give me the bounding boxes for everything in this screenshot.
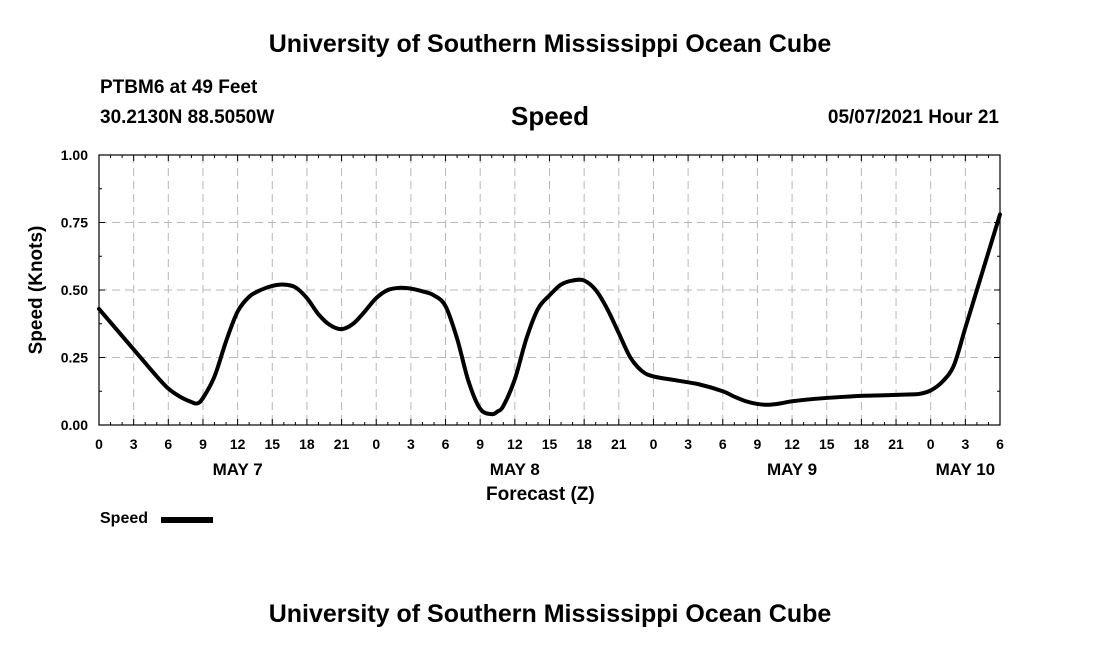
axis-labels: 0 3 6 9 12 15 18 21 0 3 6 9 12 15 18 21 0 3 6 9 12 15 18 21 0 3 6 0… <box>61 147 1004 479</box>
x-tick-label: 21 <box>888 436 904 452</box>
y-tick-label: 0.75 <box>61 215 88 231</box>
x-tick-label: 15 <box>819 436 835 452</box>
x-tick-label: 12 <box>507 436 523 452</box>
x-tick-label: 21 <box>334 436 350 452</box>
x-tick-label: 0 <box>650 436 658 452</box>
legend-swatch <box>161 517 213 523</box>
grid-lines <box>99 155 1000 425</box>
day-label: MAY 7 <box>213 460 263 479</box>
x-tick-label: 6 <box>442 436 450 452</box>
x-tick-label: 3 <box>130 436 138 452</box>
coordinates-label: 30.2130N 88.5050W <box>100 107 275 128</box>
x-tick-label: 6 <box>996 436 1004 452</box>
x-tick-label: 6 <box>719 436 727 452</box>
variable-label: Speed <box>510 101 590 131</box>
x-tick-label: 15 <box>264 436 280 452</box>
x-tick-label: 9 <box>199 436 207 452</box>
x-tick-label: 3 <box>684 436 692 452</box>
datetime-label: 05/07/2021 Hour 21 <box>827 107 999 128</box>
x-tick-label: 18 <box>299 436 315 452</box>
station-label: PTBM6 at 49 Feet <box>100 77 258 98</box>
x-tick-label: 3 <box>407 436 415 452</box>
chart-title: University of Southern Mississippi Ocean… <box>268 30 832 58</box>
day-label: MAY 8 <box>490 460 540 479</box>
plot-frame <box>98 154 1001 426</box>
x-tick-label: 18 <box>576 436 592 452</box>
x-tick-label: 9 <box>476 436 484 452</box>
day-label: MAY 10 <box>936 460 996 479</box>
day-label: MAY 9 <box>767 460 817 479</box>
x-tick-label: 9 <box>754 436 762 452</box>
x-tick-label: 18 <box>854 436 870 452</box>
x-tick-label: 15 <box>542 436 558 452</box>
x-tick-label: 12 <box>230 436 246 452</box>
footer-title: University of Southern Mississippi Ocean… <box>268 600 832 628</box>
y-axis-title: Speed (Knots) <box>26 225 47 355</box>
y-tick-label: 1.00 <box>61 147 88 163</box>
x-axis-title: Forecast (Z) <box>486 484 595 505</box>
series-layer <box>97 212 1002 417</box>
y-tick-label: 0.25 <box>61 350 88 366</box>
x-tick-label: 3 <box>961 436 969 452</box>
x-tick-label: 12 <box>784 436 800 452</box>
speed-series-line <box>97 212 1002 417</box>
x-tick-label: 6 <box>164 436 172 452</box>
x-tick-label: 0 <box>95 436 103 452</box>
legend-label: Speed <box>100 510 149 527</box>
y-tick-label: 0.00 <box>61 417 88 433</box>
x-tick-label: 21 <box>611 436 627 452</box>
x-tick-label: 0 <box>372 436 380 452</box>
y-tick-label: 0.50 <box>61 282 88 298</box>
x-tick-label: 0 <box>927 436 935 452</box>
